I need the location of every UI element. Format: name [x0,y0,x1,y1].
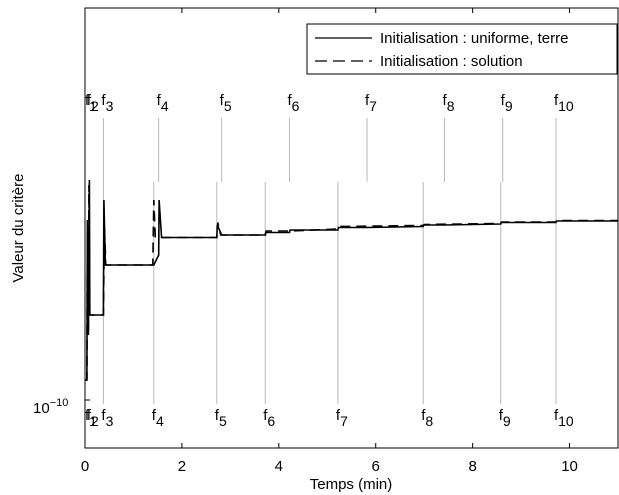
event-marker-label: f7 [336,407,348,429]
event-marker-label: f4 [152,407,164,429]
x-axis-label: Temps (min) [310,476,393,493]
event-marker-label: f1 [85,92,97,114]
x-tick-label: 4 [275,458,283,475]
legend-label-solid: Initialisation : uniforme, terre [380,30,568,47]
event-marker-label: f3 [101,92,113,114]
event-marker-label: f6 [263,407,275,429]
series-layer [85,179,618,381]
event-marker-label: f6 [287,92,299,114]
x-tick-label: 6 [372,458,380,475]
legend: Initialisation : uniforme, terre Initial… [306,23,618,75]
series-line-dashed [85,184,618,381]
legend-label-dashed: Initialisation : solution [380,53,523,70]
y-axis-label: Valeur du critère [10,174,27,283]
event-marker-label: f4 [157,92,169,114]
y-tick-exponent: −10 [50,397,69,409]
event-marker-label: f2 [87,92,99,114]
x-tick-label: 8 [468,458,476,475]
y-tick-label: 10−10 [33,397,68,417]
event-marker-label: f5 [220,92,232,114]
x-tick-label: 2 [178,458,186,475]
x-tick-label: 10 [561,458,578,475]
event-marker-label: f10 [554,407,574,429]
event-marker-label: f3 [101,407,113,429]
y-tick-base: 10 [33,400,50,417]
event-marker-label: f2 [87,407,99,429]
x-ticks: 0 2 4 6 8 10 [81,8,578,475]
legend-box [306,23,618,75]
x-tick-label: 0 [81,458,89,475]
event-marker-label: f9 [501,92,513,114]
event-marker-label: f7 [365,92,377,114]
event-marker-label: f8 [421,407,433,429]
event-marker-label: f10 [554,92,574,114]
event-marker-label: f9 [499,407,511,429]
event-marker-label: f8 [443,92,455,114]
event-marker-label: f5 [215,407,227,429]
event-marker-label: f1 [85,407,97,429]
